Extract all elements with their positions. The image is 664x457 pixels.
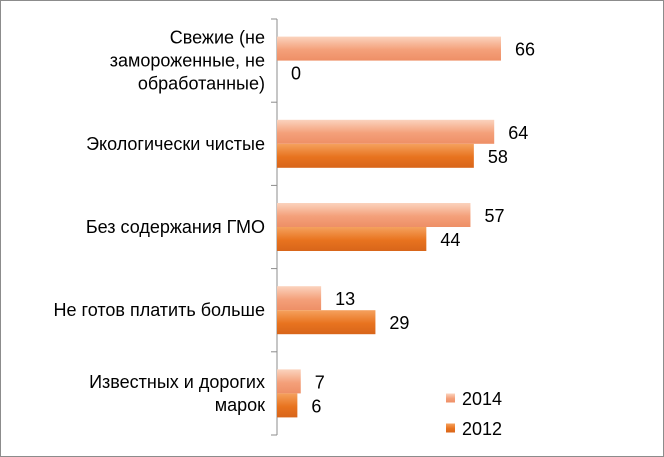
category-label-4-1: марок [215, 395, 265, 415]
value-label-2012-4: 6 [311, 396, 321, 416]
category-label-1-0: Экологически чистые [86, 134, 265, 154]
category-label-3-0: Не готов платить больше [54, 300, 265, 320]
bar-2012-4 [277, 393, 298, 418]
bar-2012-1 [277, 143, 474, 168]
bar-2014-1 [277, 119, 495, 144]
category-label-0-1: замороженные, не [110, 51, 265, 71]
bar-2014-0 [277, 36, 501, 61]
value-label-2012-2: 44 [440, 230, 460, 250]
bar-2012-3 [277, 310, 376, 335]
category-label-0-2: обработанные) [138, 74, 265, 94]
legend-label-2014: 2014 [462, 389, 502, 409]
legend-swatch-2012 [446, 423, 455, 433]
category-label-0-0: Свежие (не [170, 28, 265, 48]
bar-2014-4 [277, 369, 301, 394]
category-label-2-0: Без содержания ГМО [86, 217, 265, 237]
value-label-2014-4: 7 [315, 372, 325, 392]
value-label-2014-3: 13 [335, 289, 355, 309]
value-label-2012-1: 58 [488, 147, 508, 167]
value-label-2014-2: 57 [484, 206, 504, 226]
legend-swatch-2014 [446, 393, 455, 403]
value-label-2012-0: 0 [291, 64, 301, 84]
bar-2012-2 [277, 227, 427, 251]
category-label-4-0: Известных и дорогих [89, 372, 265, 392]
bar-2014-2 [277, 203, 471, 227]
bar-2014-3 [277, 286, 322, 311]
value-label-2014-1: 64 [508, 123, 528, 143]
value-label-2014-0: 66 [515, 40, 535, 60]
value-label-2012-3: 29 [389, 313, 409, 333]
legend-label-2012: 2012 [462, 419, 502, 439]
